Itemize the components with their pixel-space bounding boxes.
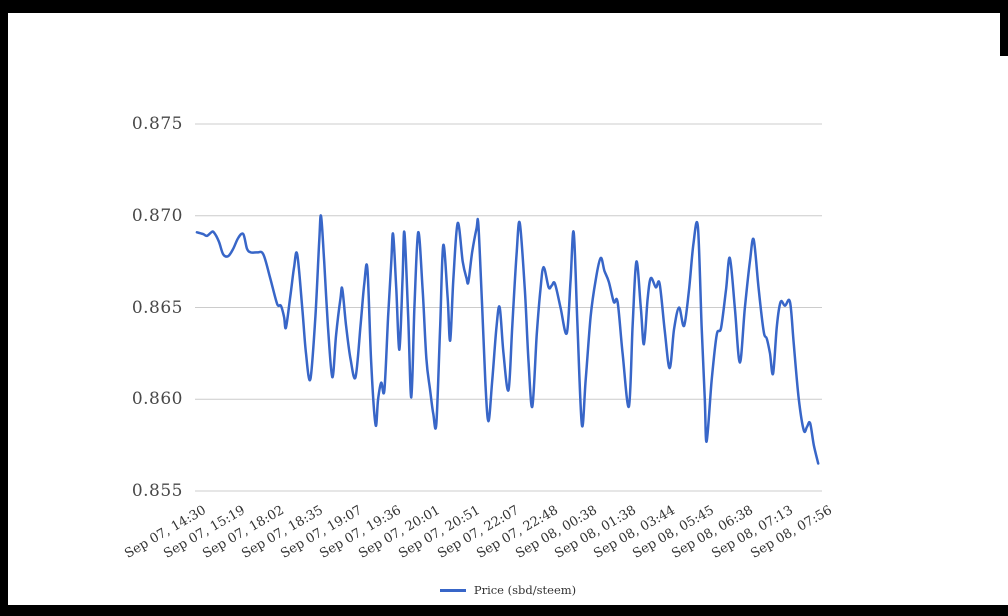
y-tick-label: 0.860: [131, 389, 183, 410]
legend: Price (sbd/steem): [0, 583, 1008, 597]
price-series-line[interactable]: [195, 214, 820, 465]
y-tick-label: 0.870: [131, 205, 183, 226]
y-tick-label: 0.875: [131, 114, 183, 134]
frame-left-border: [0, 0, 8, 616]
y-tick-label: 0.855: [131, 481, 183, 501]
frame-top-border: [0, 0, 1008, 13]
frame-right-notch: [1000, 0, 1008, 56]
legend-line-swatch: [439, 588, 466, 592]
y-tick-label: 0.865: [131, 297, 183, 318]
legend-label: Price (sbd/steem): [473, 583, 577, 597]
frame-bottom-border: [0, 605, 1008, 616]
